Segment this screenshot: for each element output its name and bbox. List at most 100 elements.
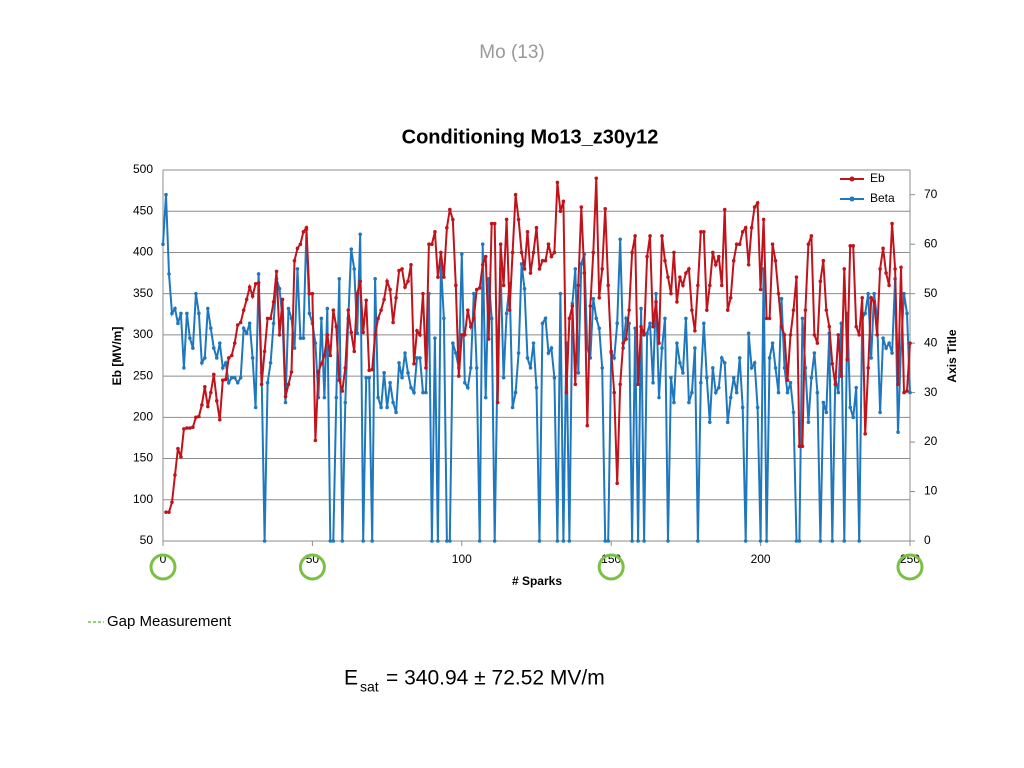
data-point [776, 291, 781, 296]
y2-tick-label: 40 [924, 335, 938, 349]
data-point [806, 420, 811, 425]
y2-tick-label: 60 [924, 236, 938, 250]
data-point [507, 308, 512, 312]
data-point [734, 242, 739, 246]
data-point [358, 232, 363, 237]
data-point [672, 400, 676, 405]
data-point [391, 400, 395, 405]
data-point [298, 242, 303, 246]
data-point [394, 295, 398, 300]
data-point [884, 346, 888, 350]
y-tick-label: 100 [133, 492, 153, 506]
data-point [226, 356, 231, 360]
formula-symbol: E [344, 667, 358, 690]
data-point [815, 390, 820, 395]
data-point [376, 395, 380, 400]
data-point [818, 279, 823, 284]
data-point [382, 297, 386, 302]
data-point [848, 244, 853, 248]
data-point [824, 410, 829, 415]
data-point [298, 336, 303, 340]
data-point [690, 390, 694, 395]
data-point [197, 311, 201, 316]
data-point [699, 380, 703, 385]
data-point [513, 192, 518, 197]
gap-legend-label: Gap Measurement [107, 613, 232, 630]
data-point [893, 267, 897, 271]
data-point [833, 382, 838, 387]
data-point [209, 390, 213, 395]
data-point [764, 316, 769, 321]
data-point [170, 311, 174, 316]
data-point [220, 378, 225, 383]
data-point [283, 394, 288, 399]
data-point [758, 539, 763, 543]
data-point [776, 390, 781, 395]
data-point [537, 267, 542, 271]
data-point [454, 351, 458, 355]
data-point [594, 316, 599, 321]
data-point [633, 234, 637, 238]
data-point [519, 250, 524, 255]
data-point [247, 321, 252, 326]
data-point [394, 410, 398, 415]
data-point [749, 225, 754, 230]
data-point [504, 217, 509, 222]
data-point [477, 539, 482, 543]
data-point [367, 375, 371, 380]
gap-measurement [597, 553, 625, 581]
data-point [436, 275, 440, 279]
y-axis-label: Eb [MV/m] [110, 327, 124, 386]
data-point [421, 291, 425, 296]
data-point [280, 297, 285, 302]
data-point [492, 539, 497, 543]
data-point [167, 510, 171, 514]
y-tick-label: 400 [133, 245, 153, 259]
data-point [606, 283, 611, 288]
data-point [645, 331, 649, 336]
data-point [211, 346, 216, 350]
data-point [815, 341, 820, 345]
data-point [334, 324, 339, 329]
data-point [636, 382, 640, 387]
data-point [194, 291, 198, 296]
data-point [379, 308, 383, 312]
data-point [836, 390, 841, 395]
data-point [421, 390, 425, 395]
data-point [710, 366, 715, 370]
data-point [343, 400, 348, 405]
data-point [908, 390, 912, 395]
data-point [289, 370, 294, 374]
data-point [209, 326, 213, 331]
data-point [286, 382, 291, 387]
y-tick-label: 300 [133, 327, 153, 341]
data-point [349, 247, 354, 251]
data-point [761, 217, 766, 222]
data-point [722, 361, 727, 365]
data-point [295, 267, 300, 271]
data-point [705, 375, 709, 380]
data-point [684, 271, 688, 275]
data-point [454, 283, 458, 288]
data-point [200, 403, 204, 407]
data-point [220, 366, 225, 370]
data-point [806, 242, 811, 246]
data-point [740, 230, 745, 234]
data-point [256, 272, 261, 276]
data-point [746, 263, 751, 267]
legend-label: Eb [870, 171, 885, 185]
data-point [645, 254, 649, 259]
data-point [510, 250, 515, 255]
data-point [468, 366, 473, 370]
data-point [214, 356, 219, 360]
data-point [412, 361, 416, 366]
data-point [400, 267, 404, 271]
data-point [376, 316, 380, 321]
data-point [445, 225, 449, 230]
data-point [501, 283, 506, 288]
data-point [731, 375, 736, 380]
data-point [346, 308, 351, 312]
data-point [627, 308, 631, 312]
data-point [842, 267, 847, 271]
